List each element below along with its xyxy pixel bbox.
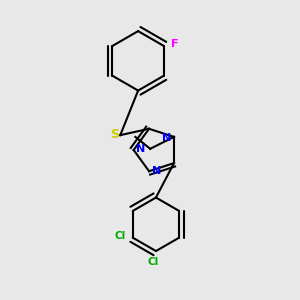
Text: N: N <box>136 143 145 154</box>
Text: Cl: Cl <box>147 257 159 267</box>
Text: Cl: Cl <box>114 231 125 241</box>
Text: N: N <box>162 133 172 143</box>
Text: F: F <box>171 40 179 50</box>
Text: S: S <box>110 128 119 141</box>
Text: N: N <box>152 166 161 176</box>
